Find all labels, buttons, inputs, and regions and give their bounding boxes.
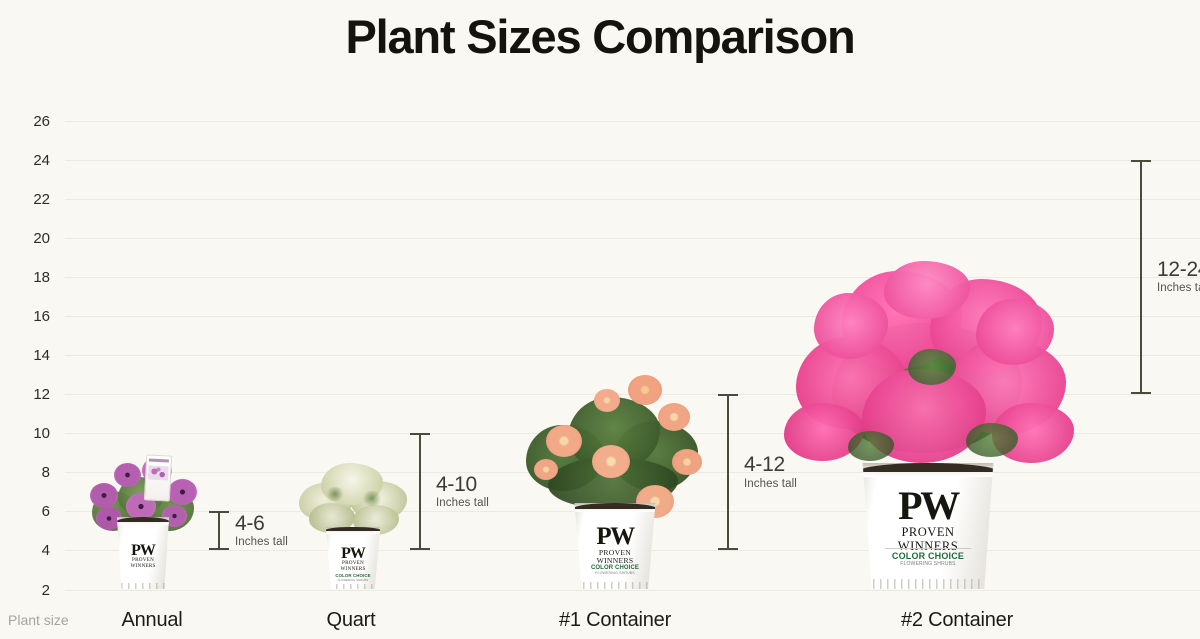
plant-image-container-2: PW PROVEN WINNERS COLOR CHOICE FLOWERING… bbox=[780, 253, 1076, 589]
measure-cap-bottom bbox=[1131, 392, 1151, 395]
logo-divider bbox=[885, 548, 971, 549]
pot-quart: PW PROVEN WINNERS COLOR CHOICE FLOWERING… bbox=[325, 527, 381, 589]
measure-unit-label: Inches tall bbox=[436, 497, 489, 510]
pot-brand-logo: PW PROVEN WINNERS bbox=[863, 483, 994, 554]
pw-monogram: PW bbox=[341, 545, 366, 562]
x-axis-tick-quart: Quart bbox=[326, 609, 376, 631]
y-axis-tick-8: 8 bbox=[41, 464, 50, 482]
plant-image-annual: PW PROVEN WINNERS bbox=[84, 449, 202, 589]
y-axis-tick-14: 14 bbox=[33, 347, 50, 364]
pot-container-1: PW PROVEN WINNERS COLOR CHOICE FLOWERING… bbox=[574, 503, 656, 589]
measure-bar-3 bbox=[718, 394, 738, 551]
y-axis-tick-24: 24 bbox=[33, 151, 50, 169]
x-axis-tick-annual: Annual bbox=[121, 609, 183, 631]
plant-tag-annual bbox=[144, 454, 173, 502]
pw-name-line1: PROVEN bbox=[131, 557, 154, 564]
measure-stem bbox=[419, 433, 421, 551]
measure-unit-label: Inches tall bbox=[744, 477, 797, 490]
pw-monogram: PW bbox=[131, 542, 156, 559]
measure-cap-bottom bbox=[718, 548, 738, 551]
measure-unit-label: Inches tall bbox=[1157, 282, 1200, 295]
pw-name-line1: PROVEN bbox=[341, 560, 364, 567]
y-axis-tick-22: 22 bbox=[33, 190, 50, 208]
flowering-shrubs-label: FLOWERING SHRUBS bbox=[595, 571, 635, 575]
color-choice-logo: COLOR CHOICE FLOWERING SHRUBS bbox=[326, 573, 381, 582]
y-axis-tick-10: 10 bbox=[33, 425, 50, 443]
measure-label-3: 4-12 Inches tall bbox=[744, 453, 797, 491]
color-choice-label: COLOR CHOICE bbox=[335, 573, 371, 578]
measure-bar-1 bbox=[209, 511, 229, 551]
flowering-shrubs-label: FLOWERING SHRUBS bbox=[900, 561, 956, 567]
y-axis-tick-2: 2 bbox=[41, 581, 50, 599]
y-axis-tick-18: 18 bbox=[33, 268, 50, 286]
gridline-14 bbox=[65, 355, 1200, 356]
pot-annual: PW PROVEN WINNERS bbox=[116, 517, 170, 589]
pot-soil bbox=[116, 517, 170, 523]
measure-stem bbox=[1140, 159, 1142, 395]
pw-name-line2: WINNERS bbox=[596, 556, 634, 566]
measure-stem bbox=[218, 511, 220, 551]
color-choice-label: COLOR CHOICE bbox=[891, 551, 965, 561]
color-choice-label: COLOR CHOICE bbox=[590, 565, 640, 571]
measure-stem bbox=[727, 394, 729, 551]
pot-brand-logo: PW PROVEN WINNERS bbox=[575, 523, 656, 566]
pot-brand-logo: PW PROVEN WINNERS bbox=[326, 545, 381, 573]
pot-soil bbox=[574, 503, 656, 510]
pot-container-2: PW PROVEN WINNERS COLOR CHOICE FLOWERING… bbox=[862, 463, 994, 589]
measure-label-1: 4-6 Inches tall bbox=[235, 512, 288, 550]
measure-range-value: 4-12 bbox=[744, 453, 785, 477]
measure-bar-2 bbox=[410, 433, 430, 551]
pw-name-line1: PROVEN bbox=[901, 525, 955, 539]
pw-name-line1: PROVEN bbox=[598, 547, 632, 557]
plant-image-container-1: PW PROVEN WINNERS COLOR CHOICE FLOWERING… bbox=[520, 367, 710, 589]
gridline-16 bbox=[65, 315, 1200, 317]
pot-ridges bbox=[116, 583, 170, 589]
measure-cap-bottom bbox=[410, 548, 430, 551]
page-title: Plant Sizes Comparison bbox=[345, 10, 855, 63]
pot-brand-logo: PW PROVEN WINNERS bbox=[117, 542, 169, 570]
y-axis-tick-4: 4 bbox=[41, 542, 50, 560]
measure-range-value: 4-10 bbox=[436, 472, 477, 496]
gridline-20 bbox=[65, 237, 1200, 239]
color-choice-logo: COLOR CHOICE FLOWERING SHRUBS bbox=[575, 565, 656, 575]
gridline-24 bbox=[65, 159, 1200, 161]
measure-range-value: 12-24 bbox=[1157, 257, 1200, 281]
pot-ridges bbox=[574, 582, 656, 589]
measure-cap-bottom bbox=[209, 548, 229, 551]
pw-name-line2: WINNERS bbox=[130, 563, 156, 569]
x-axis-name: Plant size bbox=[8, 612, 69, 628]
y-axis-tick-20: 20 bbox=[33, 229, 50, 247]
flowering-shrubs-label: FLOWERING SHRUBS bbox=[337, 578, 369, 582]
pot-soil bbox=[862, 463, 994, 472]
measure-unit-label: Inches tall bbox=[235, 536, 288, 549]
pw-name-line2: WINNERS bbox=[340, 566, 366, 572]
gridline-18 bbox=[65, 276, 1200, 278]
pot-ridges bbox=[862, 578, 994, 589]
measure-bar-4 bbox=[1131, 159, 1151, 395]
measure-label-4: 12-24Inches tall bbox=[1157, 258, 1200, 296]
measure-label-2: 4-10 Inches tall bbox=[436, 473, 489, 511]
color-choice-logo: COLOR CHOICE FLOWERING SHRUBS bbox=[863, 551, 994, 567]
pot-soil bbox=[325, 527, 381, 532]
y-axis-tick-12: 12 bbox=[33, 386, 50, 404]
x-axis-tick-2-container: #2 Container bbox=[900, 609, 1014, 631]
pw-monogram: PW bbox=[596, 523, 635, 550]
y-axis-tick-6: 6 bbox=[41, 503, 50, 521]
pot-ridges bbox=[325, 584, 381, 589]
gridline-22 bbox=[65, 198, 1200, 200]
gridline-2 bbox=[65, 589, 1200, 591]
pw-name-line2: WINNERS bbox=[897, 539, 959, 553]
plant-image-quart: PW PROVEN WINNERS COLOR CHOICE FLOWERING… bbox=[295, 457, 411, 589]
measure-range-value: 4-6 bbox=[235, 511, 265, 535]
y-axis-tick-26: 26 bbox=[33, 112, 50, 130]
x-axis-tick-1-container: #1 Container bbox=[558, 609, 672, 631]
y-axis-tick-16: 16 bbox=[33, 307, 50, 325]
pw-monogram: PW bbox=[898, 483, 960, 528]
gridline-26 bbox=[65, 120, 1200, 122]
